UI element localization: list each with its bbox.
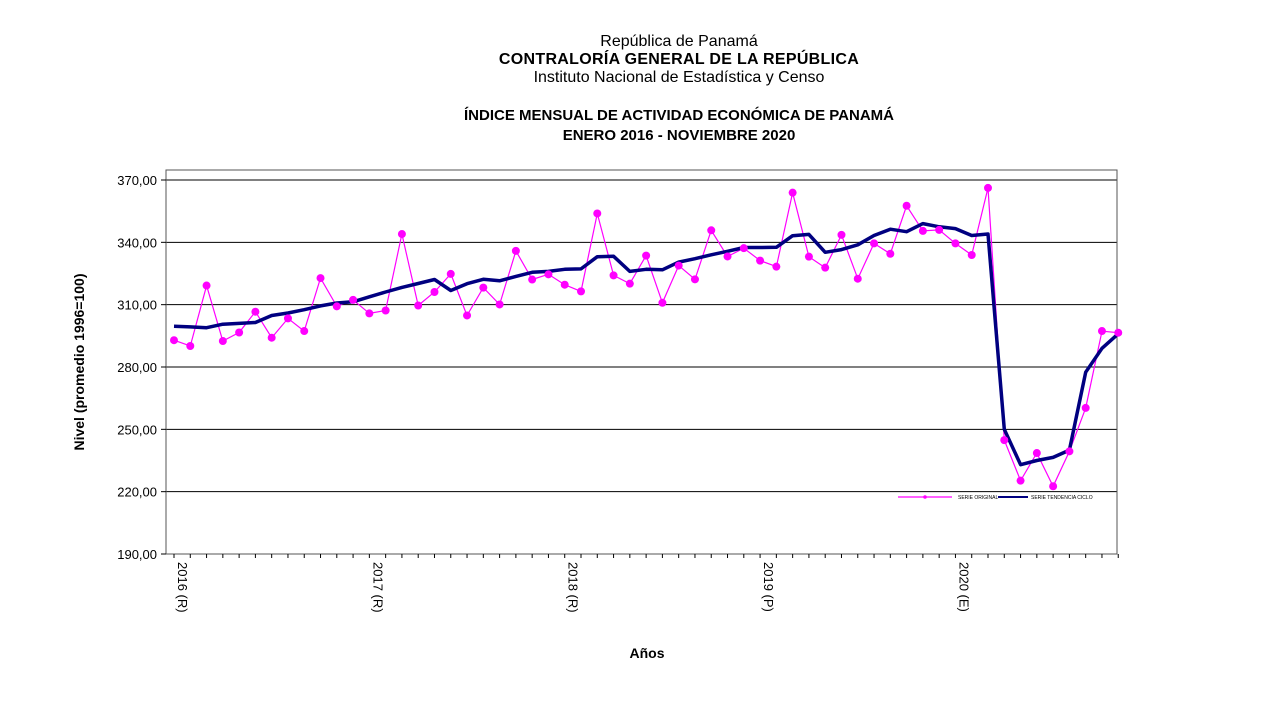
y-tick-label: 310,00: [117, 298, 157, 313]
series-original-point: [349, 295, 358, 304]
series-original-point: [463, 311, 472, 320]
series-original-point: [951, 239, 960, 248]
series-original-line: [173, 187, 1119, 488]
series-original-point: [821, 263, 830, 272]
series-original-point: [690, 275, 699, 284]
series-original-point: [283, 314, 292, 323]
series-original-point: [560, 280, 569, 289]
y-tick-label: 370,00: [117, 173, 157, 188]
series-original-point: [984, 183, 992, 192]
series-original-point: [674, 261, 683, 270]
series-original-point: [235, 328, 244, 337]
x-axis-ticks: 2016 (R) 2017 (R) 2018 (R) 2019 (P) 2020 (E): [173, 554, 1119, 613]
series-original-point: [528, 275, 537, 284]
series-original-point: [251, 307, 260, 316]
y-tick-label: 280,00: [117, 360, 157, 375]
series-original-point: [723, 252, 732, 261]
series-original-point: [772, 262, 781, 271]
series-original-point: [479, 283, 488, 292]
series-original-point: [381, 306, 390, 315]
chart-subtitle: ENERO 2016 - NOVIEMBRE 2020: [562, 127, 796, 144]
series-original-point: [935, 225, 944, 234]
series-original-point: [1032, 449, 1041, 458]
legend: SERIE ORIGINAL SERIE TENDENCIA CICLO: [898, 495, 1093, 501]
y-tick-label: 250,00: [117, 422, 157, 437]
y-axis-ticks: 190,00 220,00 250,00 280,00 310,00 340,00 370,…: [117, 173, 166, 562]
series-original-point: [300, 327, 309, 336]
series-original-point: [625, 279, 634, 288]
series-markers: [170, 183, 1123, 491]
series-original-point: [316, 274, 325, 283]
y-tick-label: 220,00: [117, 485, 157, 500]
series-original-point: [788, 188, 797, 197]
series-original-point: [739, 244, 748, 253]
series-original-point: [430, 287, 439, 296]
series-original-point: [511, 246, 520, 255]
series-original-point: [332, 302, 341, 311]
series-original-point: [397, 230, 406, 239]
series-original-point: [577, 287, 585, 296]
series-original-point: [495, 300, 504, 309]
series-original-point: [170, 336, 178, 345]
series-original-point: [414, 301, 423, 310]
series-original-point: [186, 342, 195, 351]
series-original-point: [365, 309, 374, 318]
legend-original-label: SERIE ORIGINAL: [958, 495, 999, 501]
header-organization: CONTRALORÍA GENERAL DE LA REPÚBLICA: [498, 51, 860, 68]
series-original-point: [902, 201, 911, 210]
plot-area: [165, 169, 1118, 555]
series-original-point: [218, 337, 227, 346]
y-tick-label: 340,00: [117, 235, 157, 250]
series-original-point: [756, 256, 765, 265]
series-original-point: [804, 252, 813, 261]
series-original-point: [1081, 403, 1090, 412]
legend-original-marker: [923, 495, 927, 499]
y-axis-label: Nivel (promedio 1996=100): [71, 273, 87, 450]
series-original-point: [446, 269, 455, 278]
series-lines: [173, 187, 1120, 488]
series-original-point: [1114, 328, 1123, 337]
series-original-point: [837, 230, 846, 239]
series-original-point: [1016, 476, 1025, 485]
x-axis-label: Años: [630, 645, 665, 661]
series-original-point: [707, 226, 716, 235]
series-original-point: [267, 333, 276, 342]
series-original-point: [1049, 482, 1058, 491]
x-tick-label: 2020 (E): [956, 562, 971, 612]
chart-title: ÍNDICE MENSUAL DE ACTIVIDAD ECONÓMICA DE…: [463, 107, 894, 124]
series-original-point: [1000, 436, 1009, 445]
series-original-point: [886, 249, 895, 258]
series-original-point: [870, 239, 879, 248]
series-original-point: [544, 270, 553, 279]
x-tick-label: 2019 (P): [761, 562, 776, 612]
series-original-point: [967, 251, 976, 260]
header-country: República de Panamá: [600, 33, 758, 50]
series-original-point: [918, 226, 927, 235]
series-original-point: [1097, 327, 1106, 336]
x-tick-label: 2018 (R): [566, 562, 581, 613]
x-tick-label: 2016 (R): [175, 562, 190, 613]
y-tick-label: 190,00: [117, 547, 157, 562]
header-institute: Instituto Nacional de Estadística y Cens…: [533, 69, 825, 86]
series-original-point: [1065, 447, 1074, 456]
series-trend-line: [173, 221, 1120, 467]
series-original-point: [853, 274, 862, 283]
series-original-point: [658, 298, 667, 307]
series-original-point: [609, 271, 618, 280]
legend-trend-label: SERIE TENDENCIA CICLO: [1031, 495, 1093, 501]
series-original-point: [642, 251, 651, 260]
series-original-point: [593, 209, 602, 218]
x-tick-label: 2017 (R): [370, 562, 385, 613]
series-original-point: [202, 281, 211, 290]
